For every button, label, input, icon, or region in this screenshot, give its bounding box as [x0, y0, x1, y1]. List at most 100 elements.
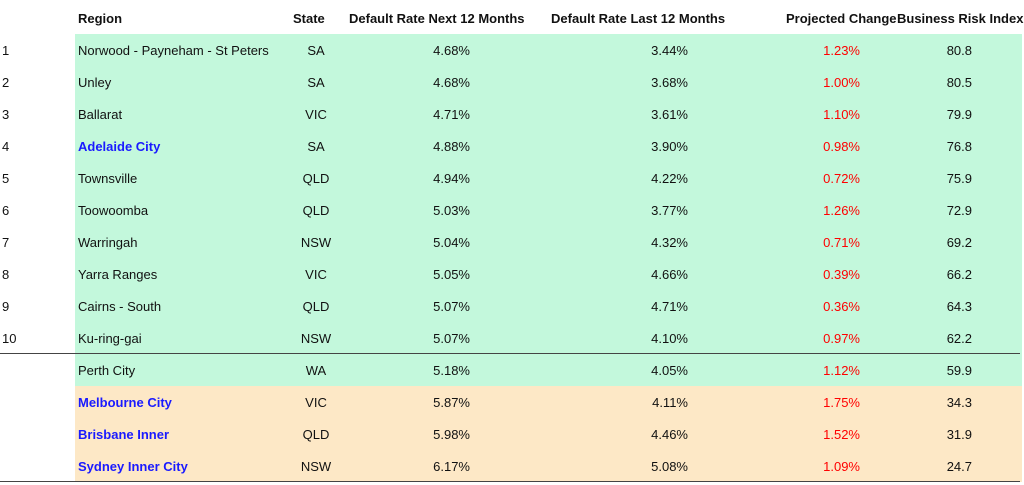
- row-band: [75, 322, 1022, 354]
- top-ten-divider: [0, 353, 1020, 354]
- cell-state: NSW: [300, 459, 332, 474]
- cell-risk: 72.9: [946, 203, 972, 218]
- cell-state: QLD: [302, 299, 330, 314]
- cell-next: 4.68%: [433, 75, 470, 90]
- cell-last: 4.66%: [651, 267, 688, 282]
- cell-region: Toowoomba: [78, 203, 149, 218]
- table-row: 10 Ku-ring-gai NSW 5.07% 4.10% 0.97% 62.2: [0, 322, 1024, 354]
- cell-proj: 1.10%: [823, 107, 860, 122]
- cell-region: Ku-ring-gai: [78, 331, 142, 346]
- header-default-next: Default Rate Next 12 Months: [349, 11, 525, 26]
- row-band: [75, 450, 1022, 482]
- cell-last: 4.10%: [651, 331, 688, 346]
- cell-rank: 7: [2, 235, 10, 250]
- table-row: Brisbane Inner QLD 5.98% 4.46% 1.52% 31.9: [0, 418, 1024, 450]
- cell-rank: 8: [2, 267, 10, 282]
- cell-next: 5.05%: [433, 267, 470, 282]
- table-row: 1 Norwood - Payneham - St Peters SA 4.68% 3.…: [0, 34, 1024, 66]
- cell-next: 5.07%: [433, 299, 470, 314]
- cell-next: 6.17%: [433, 459, 470, 474]
- cell-last: 3.61%: [651, 107, 688, 122]
- cell-region: Perth City: [78, 363, 136, 378]
- cell-proj: 1.12%: [823, 363, 860, 378]
- row-band: [75, 130, 1022, 162]
- cell-state: VIC: [305, 395, 327, 410]
- table-row: 8 Yarra Ranges VIC 5.05% 4.66% 0.39% 66.2: [0, 258, 1024, 290]
- cell-risk: 31.9: [946, 427, 972, 442]
- cell-proj: 0.36%: [823, 299, 860, 314]
- cell-state: SA: [307, 75, 325, 90]
- cell-region: Adelaide City: [78, 139, 161, 154]
- cell-next: 5.87%: [433, 395, 470, 410]
- cell-next: 5.04%: [433, 235, 470, 250]
- cell-next: 4.88%: [433, 139, 470, 154]
- cell-rank: 2: [2, 75, 10, 90]
- header-projected-change: Projected Change: [786, 11, 897, 26]
- cell-rank: 1: [2, 43, 10, 58]
- cell-risk: 80.8: [946, 43, 972, 58]
- cell-state: SA: [307, 139, 325, 154]
- cell-risk: 59.9: [946, 363, 972, 378]
- table-row: 7 Warringah NSW 5.04% 4.32% 0.71% 69.2: [0, 226, 1024, 258]
- cell-proj: 0.39%: [823, 267, 860, 282]
- table-row: 5 Townsville QLD 4.94% 4.22% 0.72% 75.9: [0, 162, 1024, 194]
- cell-state: WA: [305, 363, 327, 378]
- cell-rank: 4: [2, 139, 10, 154]
- cell-next: 4.94%: [433, 171, 470, 186]
- cell-risk: 24.7: [946, 459, 972, 474]
- cell-last: 3.44%: [651, 43, 688, 58]
- cell-risk: 79.9: [946, 107, 972, 122]
- cell-rank: 9: [2, 299, 10, 314]
- table-row: 6 Toowoomba QLD 5.03% 3.77% 1.26% 72.9: [0, 194, 1024, 226]
- row-band: [75, 34, 1022, 66]
- cell-proj: 0.72%: [823, 171, 860, 186]
- cell-proj: 1.75%: [823, 395, 860, 410]
- cell-last: 4.71%: [651, 299, 688, 314]
- cell-risk: 76.8: [946, 139, 972, 154]
- header-state: State: [293, 11, 325, 26]
- cell-next: 5.98%: [433, 427, 470, 442]
- cell-region: Sydney Inner City: [78, 459, 188, 474]
- table-row: 3 Ballarat VIC 4.71% 3.61% 1.10% 79.9: [0, 98, 1024, 130]
- cell-state: VIC: [305, 267, 327, 282]
- header-default-last: Default Rate Last 12 Months: [551, 11, 726, 26]
- cell-last: 3.68%: [651, 75, 688, 90]
- cell-state: VIC: [305, 107, 327, 122]
- cell-proj: 0.71%: [823, 235, 860, 250]
- cell-proj: 1.00%: [823, 75, 860, 90]
- cell-region: Melbourne City: [78, 395, 172, 410]
- row-band: [75, 258, 1022, 290]
- table-header: Region State Default Rate Next 12 Months…: [0, 0, 1024, 34]
- cell-region: Townsville: [78, 171, 138, 186]
- cell-proj: 1.52%: [823, 427, 860, 442]
- cell-next: 4.71%: [433, 107, 470, 122]
- cell-state: NSW: [300, 235, 332, 250]
- table-bottom-border: [0, 481, 1020, 482]
- cell-region: Yarra Ranges: [78, 267, 158, 282]
- row-band: [75, 162, 1022, 194]
- cell-state: QLD: [302, 427, 330, 442]
- header-region: Region: [78, 11, 123, 26]
- row-band: [75, 66, 1022, 98]
- cell-state: QLD: [302, 171, 330, 186]
- table-row: 9 Cairns - South QLD 5.07% 4.71% 0.36% 64.3: [0, 290, 1024, 322]
- cell-proj: 0.98%: [823, 139, 860, 154]
- cell-risk: 62.2: [946, 331, 972, 346]
- cell-rank: 3: [2, 107, 10, 122]
- cell-risk: 80.5: [946, 75, 972, 90]
- cell-risk: 64.3: [946, 299, 972, 314]
- cell-risk: 75.9: [946, 171, 972, 186]
- row-band: [75, 226, 1022, 258]
- cell-region: Norwood - Payneham - St Peters: [78, 43, 269, 58]
- cell-risk: 69.2: [946, 235, 972, 250]
- row-band: [75, 194, 1022, 226]
- table-row: Sydney Inner City NSW 6.17% 5.08% 1.09% 24.7: [0, 450, 1024, 482]
- cell-last: 3.77%: [651, 203, 688, 218]
- cell-region: Brisbane Inner: [78, 427, 170, 442]
- cell-state: QLD: [302, 203, 330, 218]
- cell-risk: 66.2: [946, 267, 972, 282]
- header-business-risk-index: Business Risk Index: [897, 11, 1024, 26]
- row-band: [75, 98, 1022, 130]
- cell-last: 4.32%: [651, 235, 688, 250]
- cell-proj: 1.09%: [823, 459, 860, 474]
